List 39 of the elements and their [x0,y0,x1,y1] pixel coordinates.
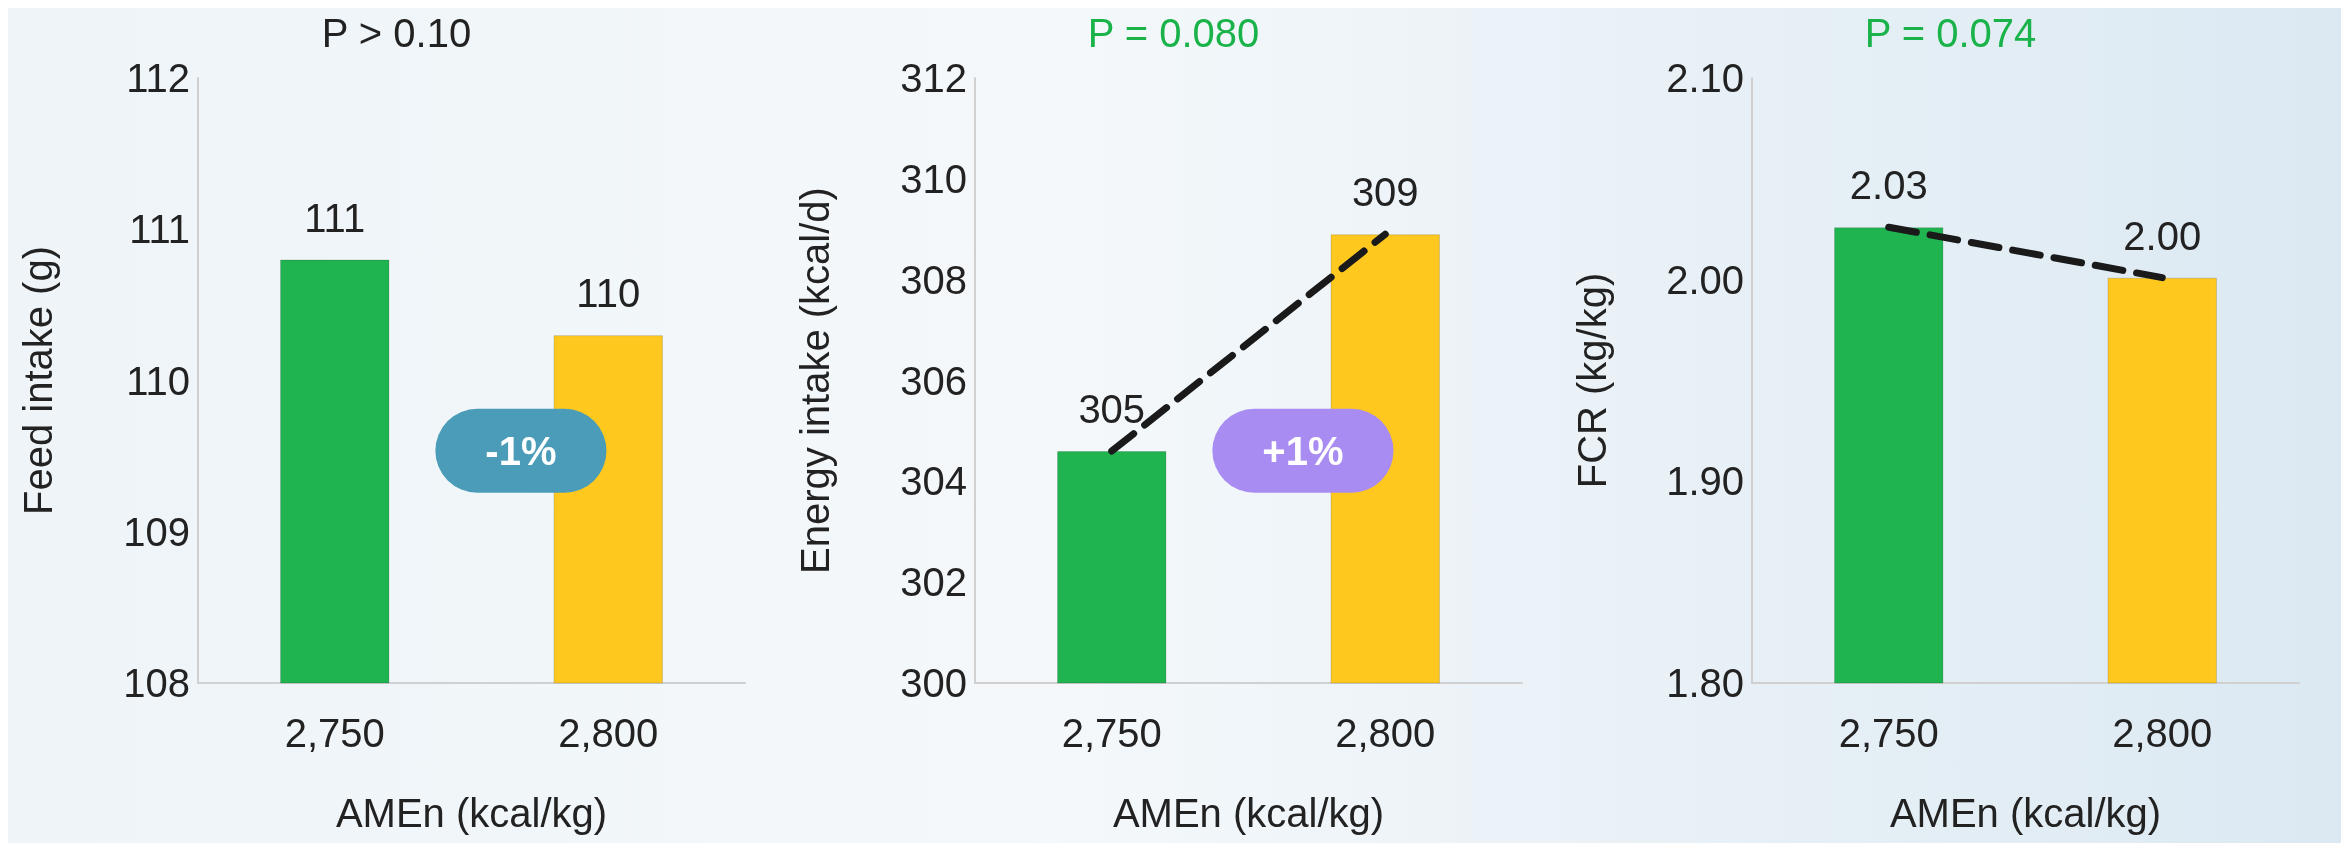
annotation: -1% [485,428,557,473]
y-tick-label: 304 [900,459,967,504]
y-axis-title: FCR (kg/kg) [1570,272,1614,489]
y-axis-title: Feed intake (g) [16,245,60,516]
y-axis-title: Energy intake (kcal/d) [793,187,837,574]
x-tick-label: 2,800 [558,711,659,755]
y-tick-label: 112 [126,56,190,100]
annotation: +1% [1262,428,1344,473]
y-tick-label: 308 [900,257,967,302]
data-label: 305 [1078,387,1146,432]
x-tick-label: 2,750 [1061,711,1162,755]
chart-title: P > 0.10 [321,11,472,55]
y-tick-label: 108 [123,661,190,705]
y-tick-label: 1.80 [1666,661,1744,705]
x-axis-title: AMEn (kcal/kg) [335,791,608,835]
y-tick-label: 306 [900,358,967,403]
x-axis-title: AMEn (kcal/kg) [1889,791,2162,835]
y-tick-label: 302 [900,560,967,605]
chart-title: P = 0.074 [1864,11,2037,55]
y-tick-label: 310 [900,156,967,201]
x-tick-label: 2,800 [2112,711,2213,755]
y-tick-label: 312 [900,56,967,100]
y-tick-label: 109 [123,509,190,554]
y-tick-label: 2.00 [1666,257,1744,302]
y-tick-label: 2.10 [1666,56,1744,100]
data-label: 2.03 [1849,163,1928,208]
y-tick-label: 110 [126,358,190,403]
data-label: 309 [1351,170,1419,215]
x-tick-label: 2,750 [1838,711,1939,755]
x-tick-label: 2,800 [1335,711,1436,755]
y-tick-label: 1.90 [1666,459,1744,504]
data-label: 2.00 [2123,213,2202,258]
y-tick-label: 300 [900,661,967,705]
x-tick-label: 2,750 [284,711,385,755]
data-label: 111 [304,195,366,240]
data-label: 110 [576,271,641,316]
x-axis-title: AMEn (kcal/kg) [1112,791,1385,835]
chart-title: P = 0.080 [1087,11,1260,55]
y-tick-label: 111 [129,207,190,252]
